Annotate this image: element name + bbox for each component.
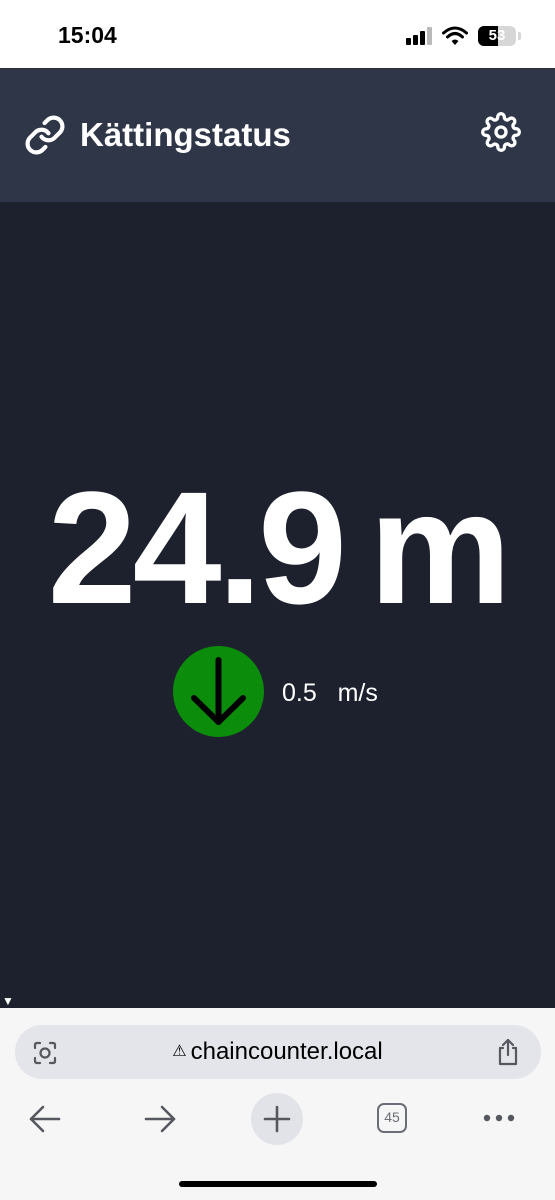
tab-switcher-button[interactable]: 45	[377, 1103, 407, 1133]
back-arrow-icon[interactable]	[28, 1104, 62, 1134]
debug-toggle[interactable]: ▼	[2, 994, 14, 1008]
status-bar: 15:04 53	[0, 0, 555, 69]
url-text: chaincounter.local	[190, 1038, 383, 1065]
address-bar[interactable]	[15, 1025, 541, 1079]
chain-distance: 24.9 m	[0, 458, 555, 638]
chain-speed: 0.5 m/s	[282, 678, 378, 708]
battery-nub	[518, 32, 521, 40]
main-content	[0, 202, 555, 1008]
battery-icon: 53	[478, 26, 516, 46]
status-time: 15:04	[58, 22, 117, 48]
forward-arrow-icon[interactable]	[143, 1104, 177, 1134]
new-tab-button[interactable]	[251, 1093, 303, 1145]
more-options-icon[interactable]	[482, 1112, 516, 1124]
camera-search-icon[interactable]	[32, 1040, 58, 1066]
battery-level: 53	[488, 27, 506, 44]
battery-fill	[478, 26, 499, 46]
plus-icon	[263, 1105, 291, 1133]
arrow-down-icon	[191, 657, 246, 725]
app-header	[0, 69, 555, 202]
home-indicator	[179, 1181, 377, 1187]
page-title: Kättingstatus	[80, 116, 291, 153]
speed-value: 0.5	[282, 679, 317, 707]
distance-unit: m	[369, 458, 511, 637]
wifi-icon	[442, 26, 468, 45]
link-icon	[25, 115, 65, 155]
url-display[interactable]: ⚠ chaincounter.local	[0, 1037, 555, 1067]
warning-icon: ⚠	[172, 1043, 187, 1060]
cellular-signal-icon	[406, 27, 434, 45]
direction-indicator	[173, 646, 264, 737]
gear-icon[interactable]	[481, 112, 521, 152]
share-icon[interactable]	[495, 1037, 521, 1067]
speed-unit: m/s	[337, 679, 378, 707]
distance-value: 24.9	[47, 458, 347, 637]
